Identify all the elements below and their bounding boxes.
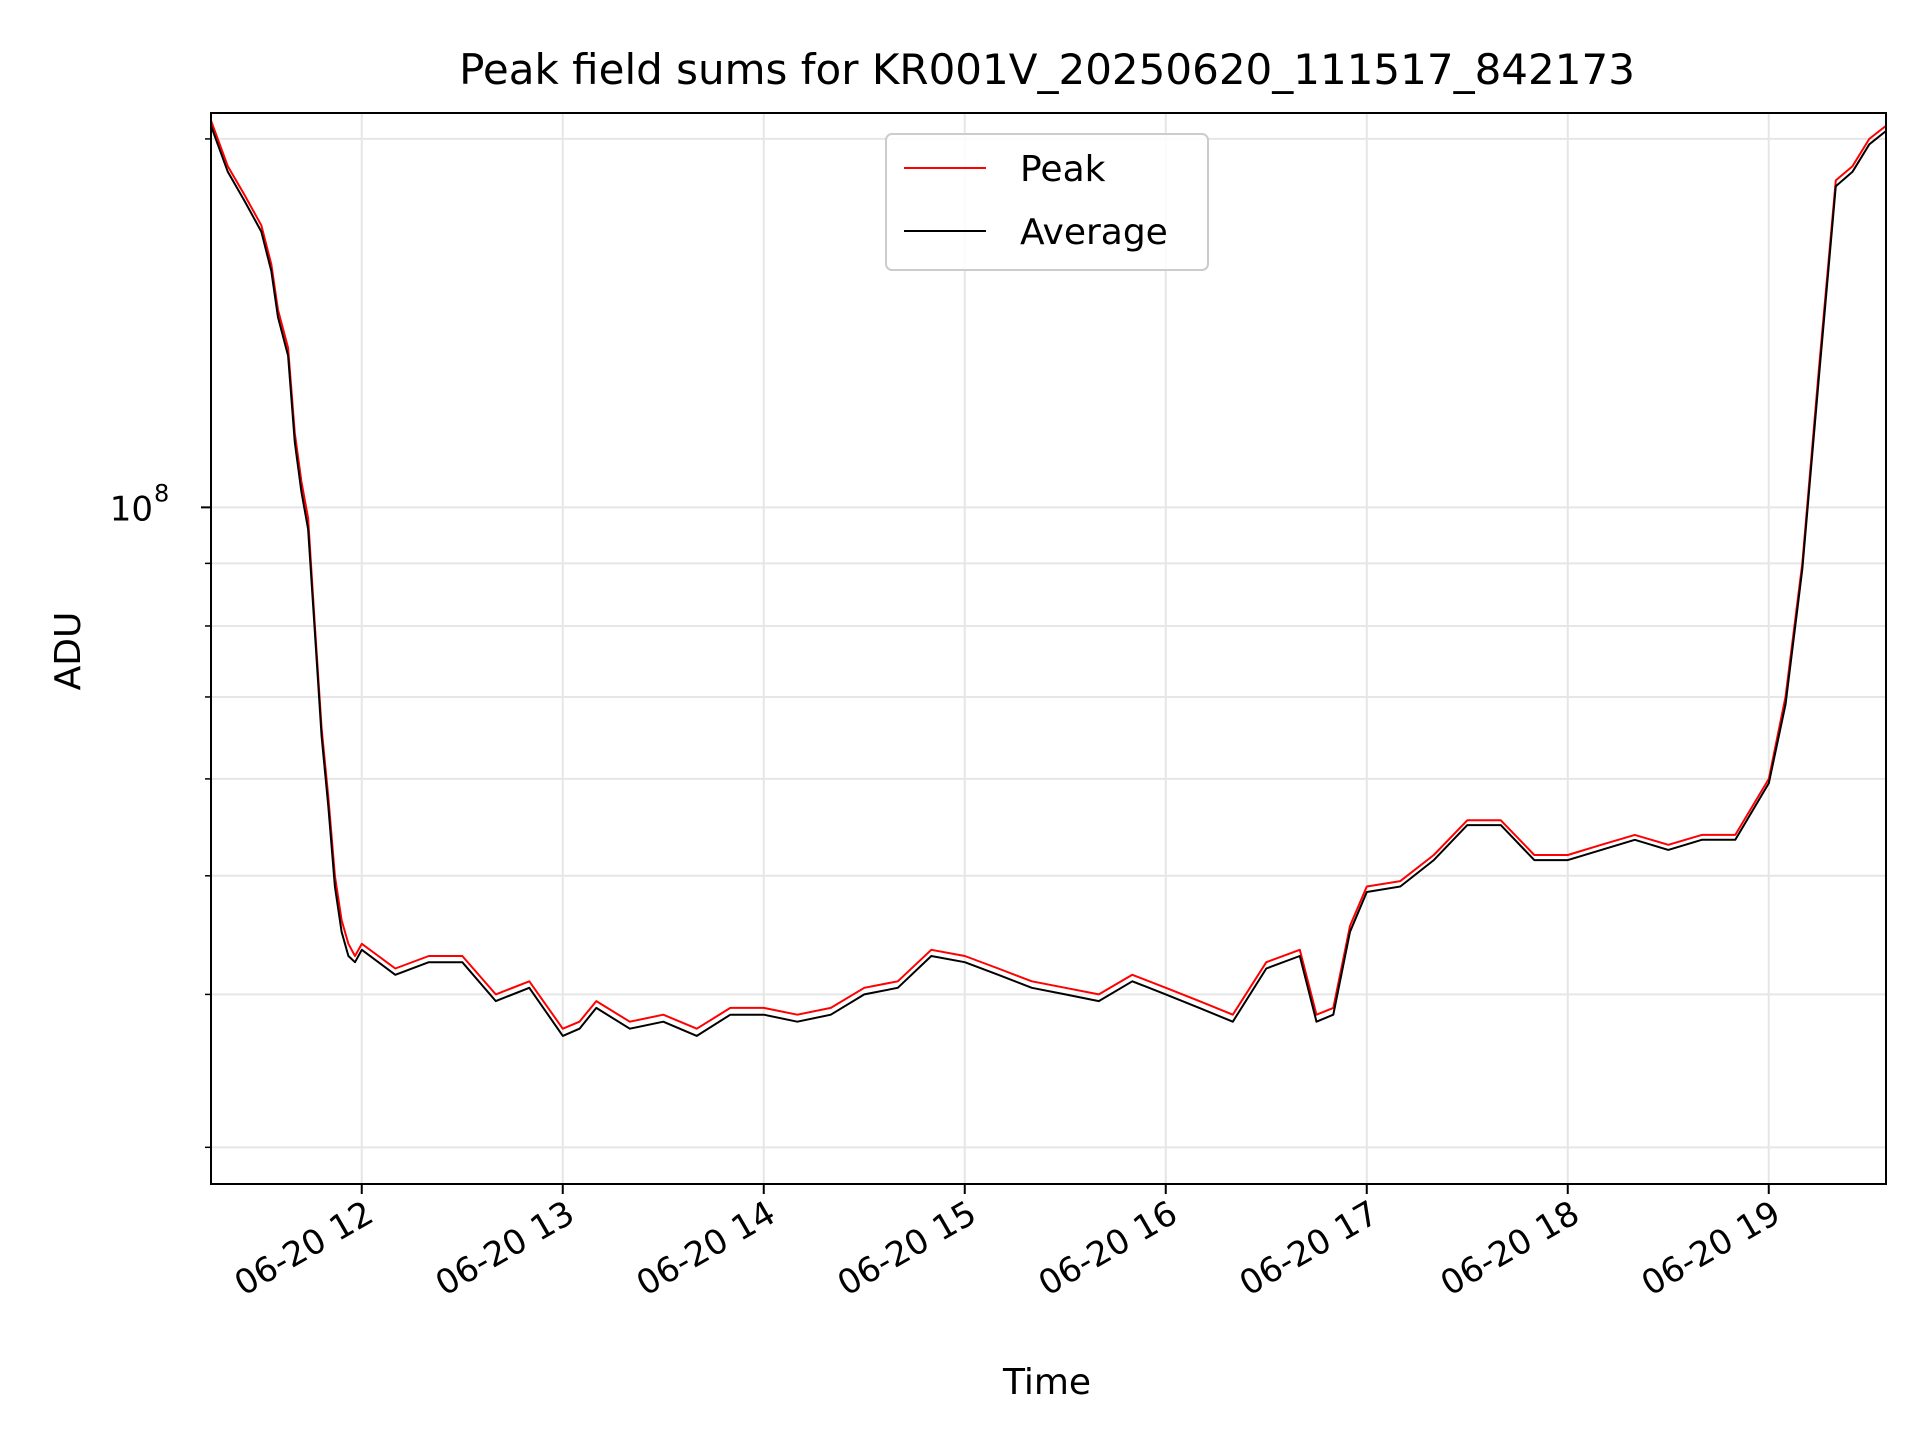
series-layer bbox=[210, 120, 1887, 1037]
grid-lines bbox=[211, 113, 1886, 1184]
y-axis: 10 8 bbox=[110, 138, 211, 1149]
plot-area-frame bbox=[210, 112, 1887, 1185]
x-axis-label: Time bbox=[1002, 1362, 1091, 1403]
legend: Peak Average bbox=[885, 133, 1209, 271]
y-axis-label: ADU bbox=[48, 612, 89, 691]
legend-label-average: Average bbox=[1020, 212, 1168, 253]
y-tick-label-exponent: 8 bbox=[154, 479, 169, 507]
chart-title: Peak field sums for KR001V_20250620_1115… bbox=[459, 45, 1635, 94]
y-tick-label-base: 10 bbox=[110, 489, 153, 529]
legend-label-peak: Peak bbox=[1020, 149, 1106, 190]
series-line-average bbox=[210, 125, 1887, 1037]
